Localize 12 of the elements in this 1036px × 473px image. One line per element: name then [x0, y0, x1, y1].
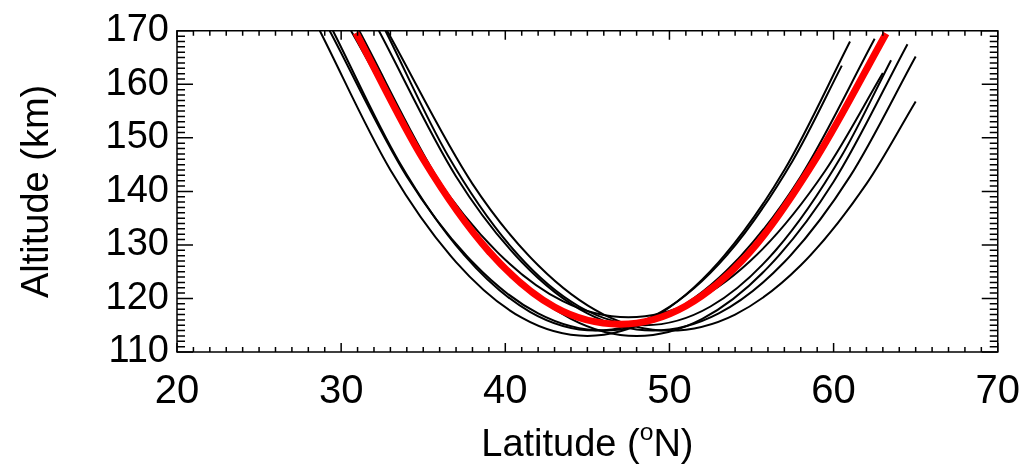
y-tick-label: 170 [105, 7, 169, 50]
y-tick-label: 150 [105, 114, 169, 157]
y-tick-label: 120 [105, 274, 169, 317]
y-tick-label: 130 [105, 221, 169, 264]
x-tick-label: 70 [975, 367, 1020, 412]
y-axis-title: Altitude (km) [14, 84, 57, 299]
x-tick-label: 60 [811, 367, 856, 412]
y-tick-label: 160 [105, 60, 169, 103]
x-tick-label: 50 [647, 367, 692, 412]
x-tick-label: 30 [318, 367, 364, 412]
x-tick-label: 40 [483, 367, 528, 412]
y-tick-label: 140 [105, 167, 169, 210]
